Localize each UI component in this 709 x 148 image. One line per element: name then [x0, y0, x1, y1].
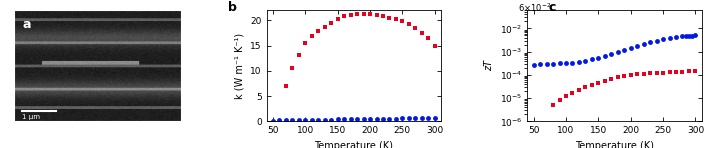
Text: c: c — [548, 1, 556, 15]
X-axis label: Temperature (K): Temperature (K) — [314, 141, 393, 148]
X-axis label: Temperature (K): Temperature (K) — [575, 141, 654, 148]
Y-axis label: k (W m⁻¹ K⁻¹): k (W m⁻¹ K⁻¹) — [235, 33, 245, 99]
Y-axis label: zT: zT — [484, 60, 494, 71]
Text: b: b — [228, 1, 237, 15]
Text: a: a — [23, 18, 31, 31]
Text: 1 μm: 1 μm — [22, 114, 40, 120]
Text: 6×10$^{-2}$: 6×10$^{-2}$ — [518, 1, 552, 14]
